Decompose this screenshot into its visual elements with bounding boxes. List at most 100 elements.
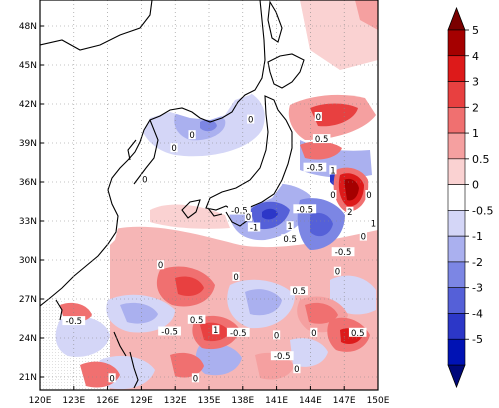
contour-label: 1 bbox=[330, 166, 335, 176]
colorbar-label: 0 bbox=[472, 179, 479, 192]
contour-label-box bbox=[232, 271, 240, 281]
colorbar-segment bbox=[447, 81, 466, 108]
land-mask bbox=[40, 0, 305, 310]
lat-tick-label: 33N bbox=[19, 217, 37, 227]
contour-label: 0 bbox=[294, 365, 299, 375]
colorbar: 5 4 3 2 1 0.5 0 -0.5 -1 -2 -3 -4 -5 bbox=[447, 6, 493, 389]
contour-label-box bbox=[365, 190, 373, 199]
colorbar-segment bbox=[447, 338, 466, 366]
contour-label-box bbox=[312, 134, 331, 144]
colorbar-label: -1 bbox=[472, 230, 483, 243]
colorbar-label: 0.5 bbox=[472, 153, 490, 166]
colorbar-bottom-arrow bbox=[447, 364, 466, 389]
contour-label-box bbox=[346, 206, 354, 216]
colorbar-label: 3 bbox=[472, 76, 479, 89]
colorbar-segment bbox=[447, 29, 466, 57]
coastlines bbox=[40, 0, 305, 389]
contour-label: 0 bbox=[193, 374, 198, 384]
colorbar-segment bbox=[447, 132, 466, 160]
colorbar-label: -2 bbox=[472, 256, 483, 269]
contour-label-box bbox=[212, 325, 220, 335]
contour-label-box bbox=[228, 205, 251, 215]
contour-label: -0.5 bbox=[274, 352, 291, 362]
lon-tick-label: 123E bbox=[62, 396, 85, 406]
contour-label: 1 bbox=[371, 220, 376, 230]
colorbar-segment bbox=[447, 287, 466, 314]
contour-label: 0 bbox=[142, 175, 147, 185]
lat-tick-label: 42N bbox=[19, 100, 37, 110]
lat-tick-label: 27N bbox=[19, 295, 37, 305]
lat-tick-label: 39N bbox=[19, 139, 37, 149]
colorbar-label: -4 bbox=[472, 307, 483, 320]
contour-label: 2 bbox=[347, 208, 352, 218]
contour-label: -0.5 bbox=[66, 317, 83, 327]
contour-label-box bbox=[293, 364, 301, 374]
contour-label: 0.5 bbox=[315, 135, 329, 145]
contour-label: -0.5 bbox=[335, 248, 352, 258]
contour-label-box bbox=[156, 260, 165, 270]
contour-label-box bbox=[273, 330, 281, 340]
colorbar-segment bbox=[447, 107, 466, 134]
longitude-axis: 120E 123E 126E 129E 132E 135E 138E 141E 144E 147E… bbox=[29, 386, 390, 406]
lat-tick-label: 45N bbox=[19, 61, 37, 71]
contour-label-box bbox=[314, 112, 322, 121]
contour-label: -0.5 bbox=[230, 329, 247, 339]
colorbar-label: 1 bbox=[472, 127, 479, 140]
contour-label: 0.5 bbox=[283, 235, 297, 245]
lon-tick-label: 147E bbox=[333, 396, 356, 406]
lon-tick-label: 132E bbox=[164, 396, 187, 406]
colorbar-label: -5 bbox=[472, 333, 483, 346]
contour-label-box bbox=[310, 327, 318, 337]
latitude-axis: 21N 24N 27N 30N 33N 36N 39N 42N 45N 48N bbox=[19, 22, 44, 383]
colorbar-label: -0.5 bbox=[472, 204, 493, 217]
contour-label: 1 bbox=[287, 222, 292, 232]
colorbar-top-arrow bbox=[447, 6, 466, 31]
lat-tick-label: 21N bbox=[19, 373, 37, 383]
colorbar-segment bbox=[447, 313, 466, 340]
contour-label-box bbox=[369, 218, 378, 228]
contour-label-box bbox=[329, 165, 337, 175]
contour-label-box bbox=[247, 222, 261, 232]
contour-label-box bbox=[62, 316, 86, 326]
lon-tick-label: 141E bbox=[265, 396, 288, 406]
contour-label-box bbox=[331, 247, 355, 257]
contour-label: 0 bbox=[274, 331, 279, 341]
contour-label: 0 bbox=[189, 131, 194, 141]
contour-label: 0 bbox=[109, 374, 114, 384]
contour-label-box bbox=[158, 326, 181, 336]
colorbar-segment bbox=[447, 210, 466, 237]
contour-label: -0.5 bbox=[231, 207, 248, 217]
contour-label-box bbox=[141, 174, 149, 184]
contour-label: -1 bbox=[250, 224, 258, 234]
colorbar-segment bbox=[447, 158, 466, 185]
contour-label-box bbox=[359, 231, 367, 241]
colorbar-label: -3 bbox=[472, 282, 483, 295]
anomaly-field bbox=[40, 0, 378, 390]
lat-tick-label: 48N bbox=[19, 22, 37, 32]
contour-label: 0 bbox=[248, 116, 253, 126]
contour-label-box bbox=[281, 234, 299, 244]
contour-label-box bbox=[244, 212, 253, 222]
contour-label: 0 bbox=[316, 113, 321, 123]
contour-label-box bbox=[333, 266, 342, 276]
contour-label: -0.5 bbox=[161, 328, 178, 338]
lon-tick-label: 135E bbox=[198, 396, 221, 406]
lon-tick-label: 129E bbox=[130, 396, 153, 406]
colorbar-label: 2 bbox=[472, 101, 479, 114]
colorbar-segment bbox=[447, 55, 466, 82]
contour-label-box bbox=[290, 286, 308, 296]
lon-tick-label: 126E bbox=[96, 396, 119, 406]
contour-label-box bbox=[191, 373, 200, 383]
contour-label: 0 bbox=[158, 261, 163, 271]
contour-label: 0 bbox=[233, 273, 238, 283]
contour-label: 0 bbox=[335, 268, 340, 278]
lat-tick-label: 36N bbox=[19, 178, 37, 188]
contour-label-box bbox=[329, 190, 337, 199]
colorbar-label: 5 bbox=[472, 24, 479, 37]
colorbar-label: 4 bbox=[472, 50, 479, 63]
lon-tick-label: 138E bbox=[231, 396, 254, 406]
contour-label-box bbox=[187, 314, 206, 324]
contour-label: 0.5 bbox=[351, 329, 365, 339]
